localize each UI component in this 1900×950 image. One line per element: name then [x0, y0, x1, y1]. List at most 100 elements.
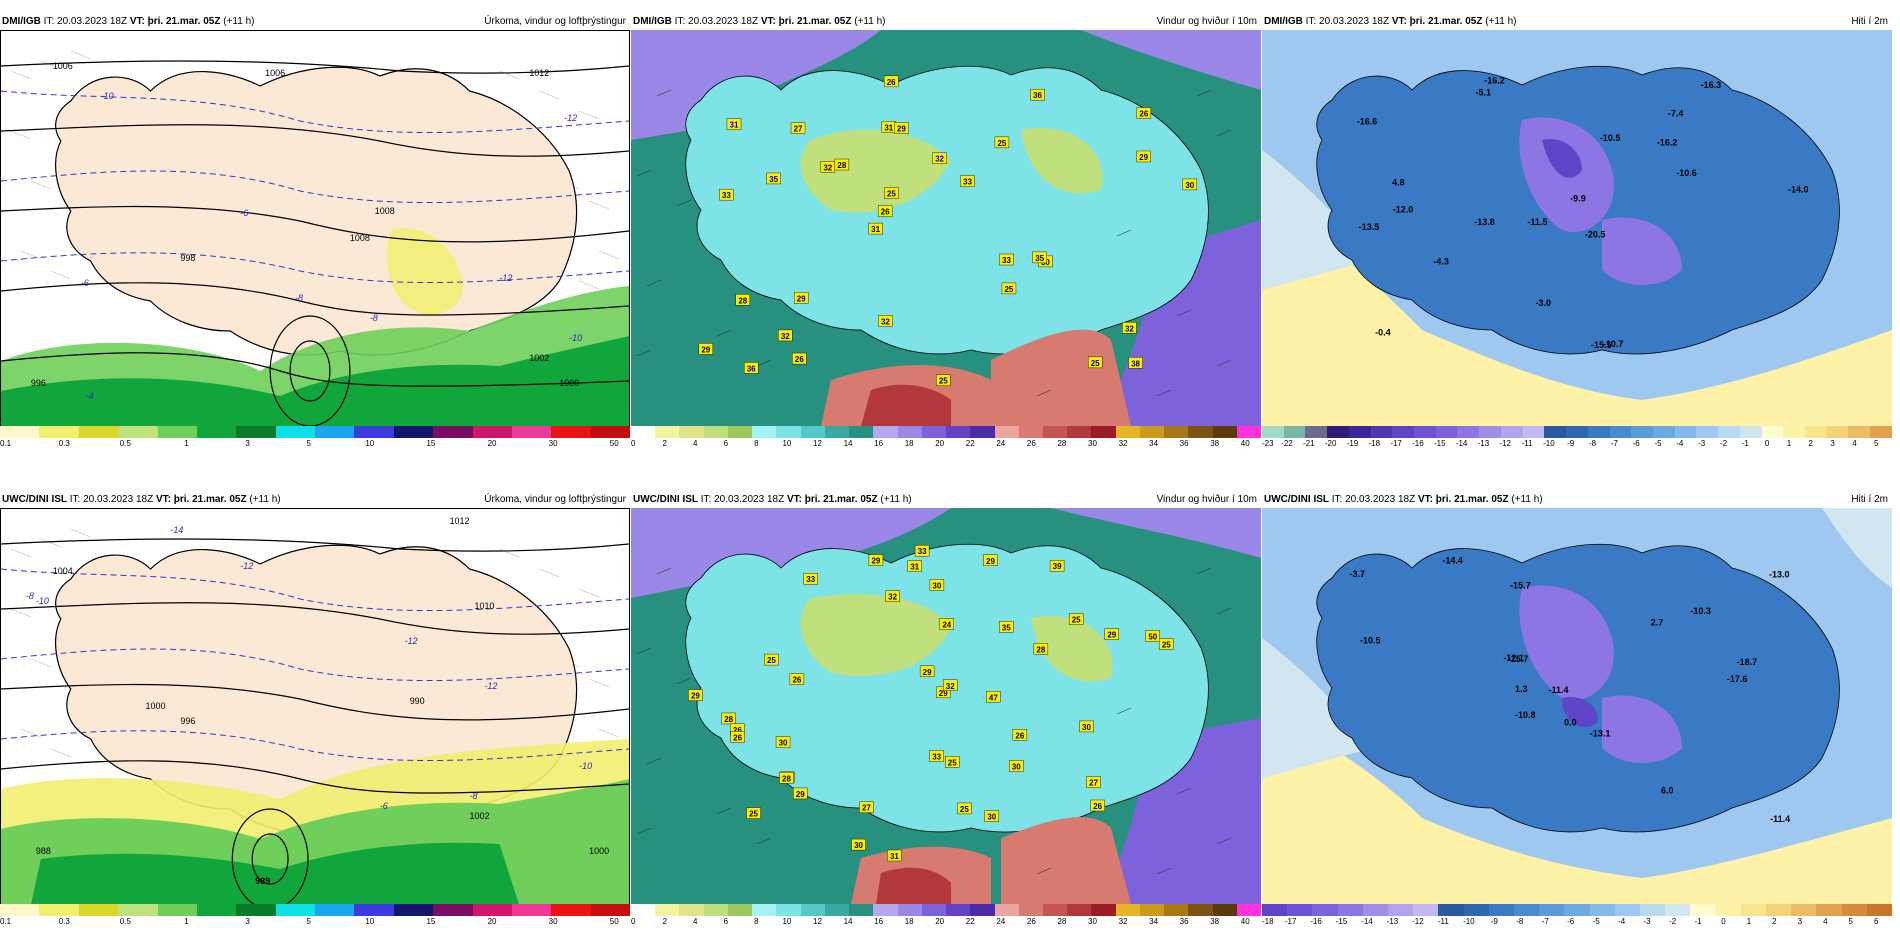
legend-tick-label: 4	[1823, 917, 1828, 926]
gust-label-box	[1145, 630, 1160, 642]
gust-label: 33	[963, 178, 972, 187]
precip-legend	[0, 904, 630, 916]
legend-tick-label: 5	[306, 439, 311, 448]
legend-swatch	[590, 904, 630, 916]
temperature-value-label: -10.5	[1600, 133, 1621, 143]
legend-tick-label: -2	[1668, 917, 1677, 926]
legend-tick-label: 12	[813, 439, 822, 448]
legend-tick-label: -19	[1346, 439, 1359, 448]
gust-label-box	[1032, 251, 1047, 264]
panel-title: Úrkoma, vindur og loftþrýstingur	[484, 494, 626, 505]
legend-swatch	[1115, 426, 1140, 438]
legend-swatch	[1665, 904, 1691, 916]
legend-swatch	[1262, 904, 1288, 916]
wind-zone-lavender-east	[1101, 718, 1261, 904]
legend-tick-label: -7	[1541, 917, 1549, 926]
legend-swatch	[897, 904, 922, 916]
isobar-label: 1006	[53, 61, 73, 71]
gust-label: 25	[1091, 359, 1100, 368]
legend-swatch	[1370, 426, 1393, 438]
legend-swatch	[1018, 904, 1043, 916]
legend-tick-label: -10	[1463, 917, 1475, 926]
gust-label-box	[884, 187, 899, 199]
gust-label: 26	[792, 676, 801, 685]
legend-swatch	[1826, 426, 1849, 438]
temperature-contours	[1, 568, 629, 762]
legend-swatch	[1463, 904, 1489, 916]
gust-label-box	[932, 152, 947, 164]
gust-label-box	[914, 545, 930, 557]
temperature-value-label: -13.1	[1590, 729, 1611, 739]
legend-swatch	[236, 426, 276, 438]
panel-header: DMI/IGB IT: 20.03.2023 18Z VT: þri. 21.m…	[631, 14, 1261, 30]
gust-label-box	[1090, 799, 1105, 812]
legend-swatch	[354, 426, 394, 438]
legend-tick-label: -8	[1588, 439, 1597, 448]
temp-label: -12	[405, 636, 418, 646]
legend-tick-label: -11	[1437, 917, 1449, 926]
isobar-label: 996	[31, 378, 46, 388]
legend-swatch	[0, 426, 40, 438]
gust-label-box	[721, 712, 736, 725]
wind-map: 25 39 33 25 25 26 30 31 29 28 28 33 30 29 31 29 26 29 28 30…	[631, 508, 1261, 904]
legend-swatch	[1236, 426, 1262, 438]
gust-label: 25	[960, 805, 969, 814]
legend-tick-label: 20	[487, 917, 497, 926]
wind-zone-red	[876, 867, 951, 904]
precip-map: 1004 1012 1010 1000 996 990 1002 1000 98…	[0, 508, 630, 906]
gust-label-box	[994, 136, 1010, 149]
cold-core-deep	[1562, 697, 1598, 727]
gust-label-box	[792, 352, 807, 365]
temperature-value-label: -10.7	[1603, 339, 1624, 349]
gust-label: 30	[1185, 181, 1194, 190]
legend-swatch	[1488, 904, 1515, 916]
legend-swatch	[551, 426, 591, 438]
panel-title: Úrkoma, vindur og loftþrýstingur	[484, 16, 626, 27]
gust-label: 50	[1148, 633, 1157, 642]
legend-swatch	[1337, 904, 1363, 916]
wind-zone-lavender	[631, 508, 1261, 598]
legend-tick-label: 2	[1772, 917, 1777, 926]
legend-swatch	[1139, 904, 1165, 916]
legend-swatch	[1696, 426, 1719, 438]
legend-swatch	[39, 426, 79, 438]
gust-label: 47	[989, 693, 998, 702]
legend-tick-label: -15	[1433, 439, 1446, 448]
legend-swatch	[703, 904, 728, 916]
legend-tick-label: -3	[1698, 439, 1706, 448]
legend-tick-label: 0.3	[58, 917, 70, 926]
legend-swatch	[752, 426, 777, 438]
panel-run-info: UWC/DINI ISL IT: 20.03.2023 18Z VT: þri.…	[633, 494, 912, 505]
gust-label-box	[957, 802, 972, 815]
legend-swatch	[1164, 426, 1189, 438]
legend-swatch	[1783, 426, 1805, 438]
temp-label: -10	[569, 333, 582, 343]
legend-tick-label: -11	[1521, 439, 1533, 448]
gust-labels: 25 39 33 25 25 26 30 31 29 28 28 33 30 29 31 29 26 29 28 30…	[688, 545, 1174, 862]
legend-swatch	[1870, 426, 1892, 438]
temperature-value-label: -15.7	[1508, 654, 1529, 664]
legend-tick-label: 1	[1746, 917, 1752, 926]
panel-header: UWC/DINI ISL IT: 20.03.2023 18Z VT: þri.…	[1262, 492, 1892, 508]
legend-tick-label: 30	[1088, 917, 1097, 926]
legend-tick-label: 22	[965, 439, 975, 448]
legend-swatch	[1609, 426, 1632, 438]
legend-swatch	[1718, 426, 1740, 438]
gust-label: 29	[701, 345, 710, 354]
legend-swatch	[849, 426, 874, 438]
gust-label: 25	[749, 810, 758, 819]
legend-tick-label: 24	[996, 439, 1006, 448]
legend-swatch	[1587, 426, 1610, 438]
wind-zone-red	[861, 384, 951, 426]
legend-tick-label: -12	[1499, 439, 1511, 448]
legend-tick-label: 18	[904, 917, 914, 926]
gust-label-box	[1159, 638, 1174, 650]
gust-label-box	[790, 122, 806, 134]
gust-label-box	[735, 294, 750, 306]
legend-tick-label: 1	[184, 917, 189, 926]
legend-swatch	[873, 426, 898, 438]
legend-swatch	[236, 904, 276, 916]
legend-swatch	[1188, 426, 1213, 438]
legend-swatch	[1631, 426, 1653, 438]
legend-swatch	[1283, 426, 1306, 438]
